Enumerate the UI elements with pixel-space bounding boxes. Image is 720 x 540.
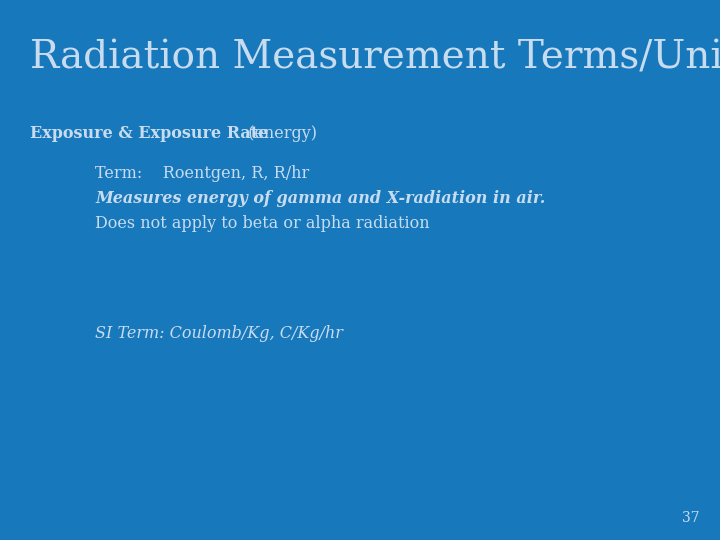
Text: Term:    Roentgen, R, R/hr: Term: Roentgen, R, R/hr: [95, 165, 310, 182]
Text: Measures energy of gamma and X-radiation in air.: Measures energy of gamma and X-radiation…: [95, 190, 545, 207]
Text: Exposure & Exposure Rate: Exposure & Exposure Rate: [30, 125, 269, 142]
Text: 37: 37: [683, 511, 700, 525]
Text: (energy): (energy): [243, 125, 317, 142]
Text: SI Term: Coulomb/Kg, C/Kg/hr: SI Term: Coulomb/Kg, C/Kg/hr: [95, 325, 343, 342]
Text: Does not apply to beta or alpha radiation: Does not apply to beta or alpha radiatio…: [95, 215, 430, 232]
Text: Radiation Measurement Terms/Units: Radiation Measurement Terms/Units: [30, 40, 720, 77]
